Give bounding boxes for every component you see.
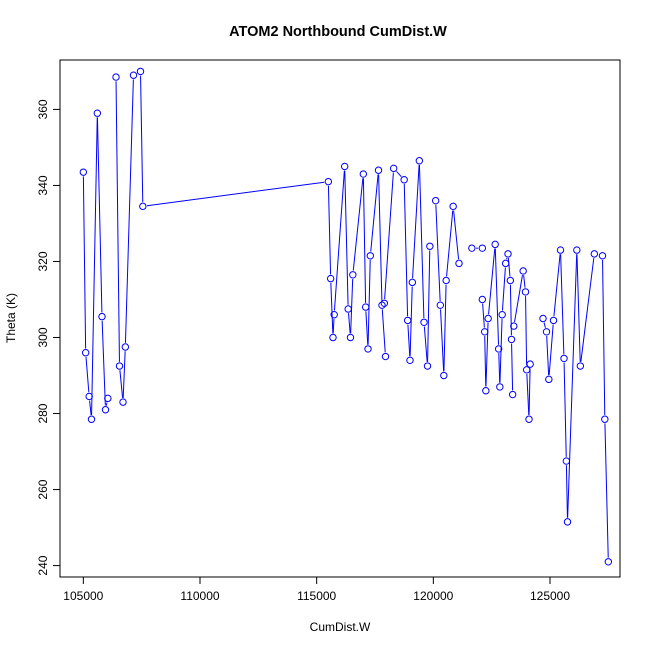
x-tick-label: 105000 <box>63 589 103 603</box>
x-tick-label: 110000 <box>180 589 219 603</box>
chart-title: ATOM2 Northbound CumDist.W <box>229 24 447 40</box>
y-tick-label: 280 <box>36 403 50 423</box>
x-axis-label: CumDist.W <box>310 620 371 634</box>
y-tick-label: 240 <box>36 555 50 575</box>
series-line-segment <box>106 402 107 405</box>
y-tick-label: 260 <box>36 479 50 499</box>
x-tick-label: 125000 <box>530 589 570 603</box>
y-tick-label: 320 <box>36 251 50 271</box>
x-tick-label: 120000 <box>413 589 453 603</box>
y-tick-label: 300 <box>36 327 50 347</box>
y-tick-label: 340 <box>36 175 50 195</box>
y-axis-label: Theta (K) <box>4 293 18 343</box>
y-tick-label: 360 <box>36 99 50 119</box>
x-tick-label: 115000 <box>297 589 336 603</box>
